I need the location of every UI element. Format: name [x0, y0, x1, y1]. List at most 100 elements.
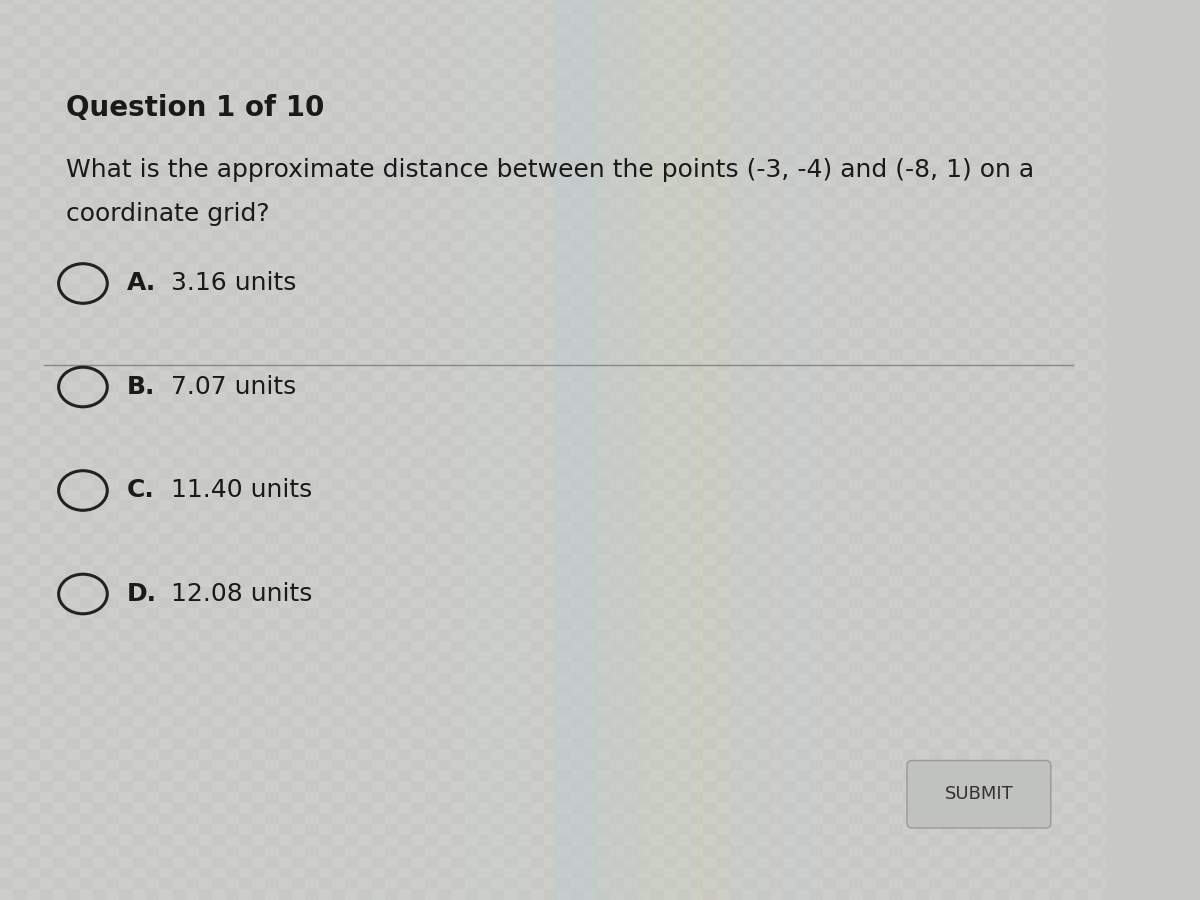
Bar [797, 662, 810, 673]
Bar [318, 155, 332, 166]
Bar [863, 306, 876, 317]
Bar [517, 338, 530, 349]
Bar [40, 662, 53, 673]
Bar [770, 360, 784, 371]
Bar [876, 738, 889, 749]
Bar [438, 371, 451, 382]
Bar [889, 4, 902, 14]
Bar [1022, 533, 1036, 544]
Bar [836, 284, 850, 295]
Bar [850, 824, 863, 835]
Bar [823, 857, 836, 868]
Bar [650, 58, 664, 68]
Bar [558, 4, 571, 14]
Bar [318, 792, 332, 803]
Bar [544, 803, 558, 814]
Bar [1102, 803, 1115, 814]
Bar [584, 112, 598, 122]
Bar [611, 122, 624, 133]
Bar [239, 792, 252, 803]
Bar [530, 846, 544, 857]
Bar [478, 425, 491, 436]
Bar [558, 263, 571, 274]
Bar [504, 727, 517, 738]
Bar [797, 706, 810, 716]
Bar [40, 425, 53, 436]
Bar [690, 360, 703, 371]
Bar [743, 792, 756, 803]
Bar [318, 846, 332, 857]
Bar [784, 695, 797, 706]
Bar [438, 576, 451, 587]
Bar [226, 360, 239, 371]
Bar [584, 284, 598, 295]
Bar [942, 716, 955, 727]
Bar [584, 133, 598, 144]
Bar [664, 112, 677, 122]
Bar [1062, 619, 1075, 630]
Bar [611, 36, 624, 47]
Bar [425, 187, 438, 198]
Bar [0, 187, 13, 198]
Bar [305, 738, 318, 749]
Bar [79, 90, 92, 101]
Bar [916, 727, 929, 738]
Bar [902, 122, 916, 133]
Bar [1062, 306, 1075, 317]
Bar [889, 857, 902, 868]
Bar [690, 79, 703, 90]
Bar [1075, 522, 1088, 533]
Bar [955, 0, 968, 4]
Bar [146, 47, 160, 58]
Bar [598, 889, 611, 900]
Bar [530, 738, 544, 749]
Bar [517, 673, 530, 684]
Bar [79, 68, 92, 79]
Bar [902, 511, 916, 522]
Bar [730, 662, 743, 673]
Bar [876, 47, 889, 58]
Bar [160, 727, 173, 738]
Bar [1062, 338, 1075, 349]
Bar [146, 673, 160, 684]
Bar [385, 338, 398, 349]
Bar [1062, 79, 1075, 90]
Bar [146, 533, 160, 544]
Bar [451, 317, 464, 328]
Bar [517, 349, 530, 360]
Bar [451, 360, 464, 371]
Bar [0, 641, 13, 652]
Bar [703, 814, 716, 824]
Bar [1115, 284, 1128, 295]
Bar [624, 176, 637, 187]
Bar [544, 835, 558, 846]
Bar [239, 749, 252, 760]
Bar [332, 436, 346, 446]
Bar [106, 857, 120, 868]
Bar [0, 468, 13, 479]
Bar [239, 608, 252, 619]
Bar [889, 36, 902, 47]
Bar [996, 144, 1009, 155]
Bar [730, 4, 743, 14]
Bar [212, 403, 226, 414]
Bar [730, 79, 743, 90]
Bar [346, 317, 359, 328]
Bar [385, 274, 398, 284]
Bar [346, 122, 359, 133]
Bar [278, 857, 292, 868]
Bar [677, 144, 690, 155]
Bar [677, 824, 690, 835]
Bar [318, 90, 332, 101]
Bar [1036, 436, 1049, 446]
Bar [996, 878, 1009, 889]
Bar [239, 641, 252, 652]
Bar [664, 187, 677, 198]
Bar [412, 522, 425, 533]
Bar [13, 479, 26, 490]
Bar [850, 317, 863, 328]
Bar [265, 695, 278, 706]
Bar [916, 317, 929, 328]
Bar [850, 468, 863, 479]
Bar [332, 630, 346, 641]
